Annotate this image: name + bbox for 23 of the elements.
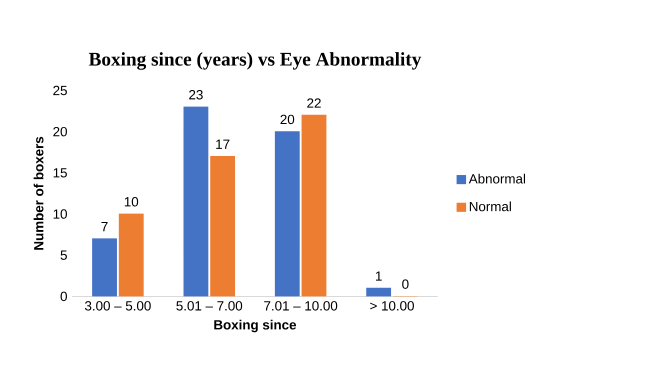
x-tick-label: 5.01 – 7.00 — [176, 301, 242, 311]
y-axis-title: Number of boxers — [34, 137, 44, 250]
data-label: 0 — [402, 280, 409, 290]
x-tick-label: 3.00 – 5.00 — [84, 301, 151, 311]
data-label: 10 — [124, 197, 138, 207]
chart-title: Boxing since (years) vs Eye Abnormality — [88, 52, 422, 70]
data-label: 1 — [376, 272, 382, 281]
x-tick-label: > 10.00 — [370, 301, 414, 311]
x-axis-title: Boxing since — [214, 320, 296, 332]
legend-label: Normal — [470, 202, 511, 212]
data-label: 7 — [102, 222, 108, 232]
y-tick-label: 5 — [60, 250, 67, 260]
data-label: 20 — [280, 114, 294, 124]
y-tick-label: 10 — [54, 210, 67, 219]
y-tick-label: 20 — [53, 127, 67, 137]
y-tick-label: 0 — [60, 292, 67, 302]
legend-label: Abnormal — [468, 174, 526, 184]
data-label: 23 — [189, 90, 203, 100]
x-tick-label: 7.01 – 10.00 — [264, 301, 338, 311]
data-label: 17 — [216, 140, 230, 150]
y-tick-label: 15 — [54, 168, 67, 178]
data-label: 22 — [307, 98, 321, 108]
y-tick-label: 25 — [53, 86, 67, 96]
